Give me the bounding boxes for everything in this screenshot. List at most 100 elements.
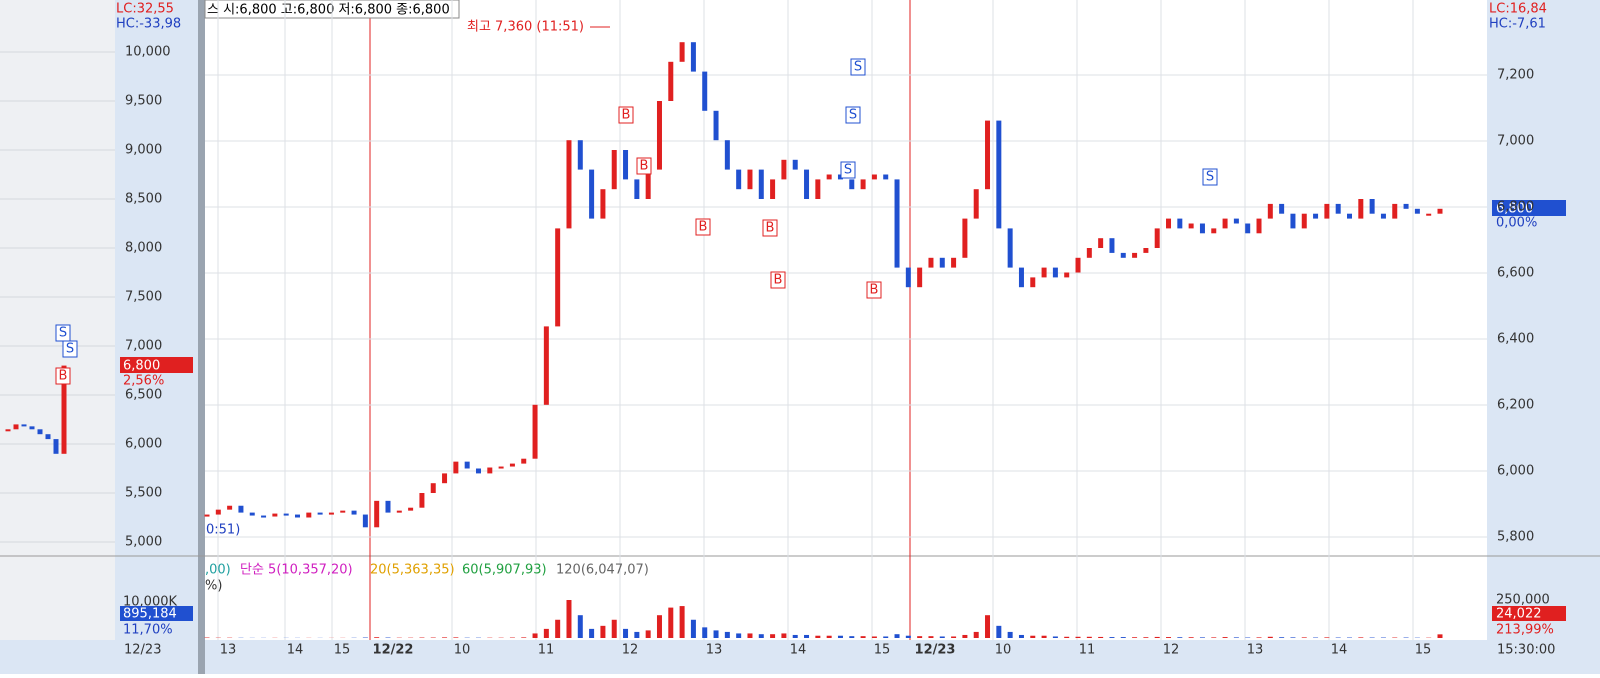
candle [1064, 273, 1069, 278]
y-tick-label: 6,400 [1497, 332, 1534, 347]
volume-bar [793, 635, 798, 638]
volume-bar [1189, 637, 1194, 638]
volume-bar [759, 634, 764, 638]
candle [238, 506, 243, 513]
candle [340, 511, 345, 513]
volume-tick: 250,000 [1496, 593, 1550, 608]
candle [680, 42, 685, 62]
y-tick-label: 5,000 [125, 535, 162, 550]
y-tick-label: 7,000 [125, 339, 162, 354]
candle [1381, 214, 1386, 219]
x-tick-label: 14 [790, 643, 807, 658]
volume-bar [1155, 637, 1160, 638]
volume-pct: 213,99% [1496, 623, 1554, 638]
left-chart-bg [0, 0, 115, 640]
x-tick-label: 13 [1247, 643, 1264, 658]
y-tick-label: 6,800 [1497, 200, 1534, 215]
candle [329, 513, 334, 515]
signal: S [1206, 170, 1214, 185]
candle [1392, 204, 1397, 219]
volume-bar [544, 629, 549, 638]
candle [6, 429, 11, 431]
x-tick-label: 15 [334, 643, 351, 658]
candle [883, 175, 888, 180]
splitter[interactable] [198, 0, 205, 674]
candle [578, 140, 583, 169]
candle [566, 140, 571, 228]
candle [804, 170, 809, 199]
candle [442, 473, 447, 483]
volume-bar [702, 627, 707, 638]
volume-bar [928, 636, 933, 638]
x-tick-label: 13 [220, 643, 237, 658]
candle [1132, 253, 1137, 258]
candle [374, 501, 379, 527]
y-tick-label: 8,500 [125, 192, 162, 207]
volume-bar [714, 630, 719, 638]
volume-bar [555, 620, 560, 638]
volume-bar [1008, 632, 1013, 638]
date-label: 12/23 [124, 643, 161, 658]
volume-bar [1290, 637, 1295, 638]
volume-bar [917, 636, 922, 638]
candle [306, 513, 311, 518]
signal: B [699, 220, 708, 235]
y-tick-label: 6,200 [1497, 398, 1534, 413]
candle [714, 111, 719, 140]
y-tick-label: 5,500 [125, 486, 162, 501]
hc: HC:-33,98 [116, 17, 181, 32]
volume-bar [1279, 637, 1284, 638]
candle [419, 493, 424, 508]
candle [1358, 199, 1363, 219]
candle [872, 175, 877, 180]
candle [940, 258, 945, 268]
volume-tag: 895,184 [123, 607, 177, 622]
y-tick-label: 5,800 [1497, 530, 1534, 545]
volume-bar [1109, 637, 1114, 638]
signal: S [854, 60, 862, 75]
candle [397, 511, 402, 513]
volume-bar [646, 630, 651, 638]
volume-pct: 11,70% [123, 623, 173, 638]
volume-bar [962, 635, 967, 638]
candle [1076, 258, 1081, 273]
ma-legend: ,00) [205, 563, 231, 578]
ma-legend: 20(5,363,35) [370, 563, 455, 578]
volume-bar [1166, 637, 1171, 638]
candle [453, 462, 458, 474]
candle [861, 179, 866, 189]
volume-bar [1098, 637, 1103, 638]
volume-bar [1358, 637, 1363, 638]
volume-bar [940, 636, 945, 638]
volume-bar [1019, 635, 1024, 638]
signal: B [766, 221, 775, 236]
y-tick-label: 6,500 [125, 388, 162, 403]
signal: B [870, 283, 879, 298]
candle [555, 228, 560, 326]
candle [996, 121, 1001, 229]
volume-bar [974, 632, 979, 638]
candle [54, 439, 59, 454]
candle [951, 258, 956, 268]
x-tick-label: 12 [622, 643, 639, 658]
volume-bar [736, 633, 741, 638]
candle [793, 160, 798, 170]
x-tick-label: 14 [287, 643, 304, 658]
volume-bar [849, 636, 854, 638]
candle [1313, 214, 1318, 219]
lc: LC:32,55 [116, 2, 174, 17]
candle [928, 258, 933, 268]
candle [14, 424, 19, 429]
candle [747, 170, 752, 190]
candle [600, 189, 605, 218]
candle [533, 405, 538, 459]
candle [216, 510, 221, 515]
volume-bar [657, 615, 662, 638]
x-tick-label: 12 [1163, 643, 1180, 658]
price-tag: 6,800 [123, 359, 160, 374]
x-tick-label: 13 [706, 643, 723, 658]
candle [1347, 214, 1352, 219]
candle [1223, 219, 1228, 229]
candle [1008, 228, 1013, 267]
ma-legend: %) [205, 579, 222, 594]
